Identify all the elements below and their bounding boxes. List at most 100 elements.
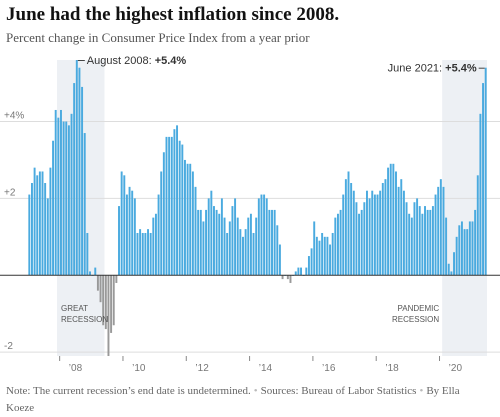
bar xyxy=(474,209,477,276)
separator-dot: • xyxy=(253,385,258,397)
bar xyxy=(78,67,81,276)
bar xyxy=(199,209,202,276)
bar xyxy=(81,86,84,276)
bar xyxy=(223,217,226,276)
bar xyxy=(323,236,326,276)
bar xyxy=(38,171,41,276)
bar xyxy=(315,236,318,276)
chart-footer: Note: The current recession’s end date i… xyxy=(6,383,476,417)
bar xyxy=(160,171,163,276)
chart-title: June had the highest inflation since 200… xyxy=(6,4,340,25)
bar xyxy=(255,217,258,276)
y-tick-label: +4% xyxy=(4,111,24,122)
bar xyxy=(107,275,110,356)
x-tick-label: ’10 xyxy=(132,363,146,374)
bar xyxy=(329,244,332,276)
bar xyxy=(186,163,189,276)
bar xyxy=(125,194,128,276)
bar xyxy=(170,136,173,276)
bar xyxy=(62,121,65,276)
bar xyxy=(387,167,390,276)
bar xyxy=(421,213,424,276)
bar xyxy=(67,125,70,276)
separator-dot: • xyxy=(419,385,424,397)
bar xyxy=(44,183,47,276)
bar xyxy=(434,194,437,276)
bar xyxy=(162,152,165,276)
bar xyxy=(379,190,382,276)
bar xyxy=(30,183,33,276)
bar xyxy=(183,159,186,276)
bar xyxy=(268,209,271,276)
annotation-label: August 2008: +5.4% xyxy=(87,56,187,67)
bar xyxy=(215,209,218,276)
bar xyxy=(310,248,313,276)
bar xyxy=(437,186,440,276)
bar xyxy=(249,213,252,276)
footer-sources: Sources: Bureau of Labor Statistics xyxy=(260,385,417,397)
bar xyxy=(321,232,324,276)
bar xyxy=(89,271,91,276)
x-tick-label: ’18 xyxy=(385,363,399,374)
bar xyxy=(413,202,416,276)
bar xyxy=(52,140,55,276)
footer-note: Note: The current recession’s end date i… xyxy=(6,385,251,397)
bar xyxy=(220,198,223,276)
bar xyxy=(83,133,86,276)
bar xyxy=(104,275,107,330)
bar xyxy=(416,198,419,276)
bar xyxy=(458,225,461,276)
chart-subtitle: Percent change in Consumer Price Index f… xyxy=(6,30,310,45)
recession-label: GREAT xyxy=(61,304,88,313)
bar xyxy=(360,209,363,276)
bar xyxy=(344,179,347,276)
bar xyxy=(133,198,136,276)
x-tick-label: ’14 xyxy=(259,363,273,374)
bar xyxy=(371,190,374,276)
bar xyxy=(102,275,105,326)
bar xyxy=(418,206,421,276)
bar xyxy=(257,198,260,276)
bar xyxy=(363,202,366,276)
x-tick-label: ’16 xyxy=(322,363,336,374)
bar xyxy=(381,183,384,276)
bar xyxy=(397,186,400,276)
bar xyxy=(389,163,392,276)
bar xyxy=(466,229,469,276)
bar xyxy=(41,171,44,276)
bar xyxy=(355,202,358,276)
bar xyxy=(178,140,181,276)
bar xyxy=(144,232,147,276)
annotation-value: +5.4% xyxy=(155,56,187,67)
bar xyxy=(181,144,184,276)
bar xyxy=(273,209,276,276)
bar xyxy=(352,190,355,276)
bar xyxy=(408,213,411,276)
x-tick-label: ’20 xyxy=(449,363,463,374)
bar xyxy=(242,236,244,276)
x-axis-ticks: ’08 ’10 ’12 ’14 ’16 ’18 ’20 xyxy=(59,356,463,374)
annotation-value: +5.4% xyxy=(445,63,477,75)
bar xyxy=(263,194,266,276)
bar xyxy=(326,236,329,276)
bar xyxy=(244,229,247,276)
bar xyxy=(110,275,113,333)
bar xyxy=(136,232,139,276)
bar xyxy=(173,129,176,276)
bar xyxy=(476,175,479,276)
bar xyxy=(439,179,442,276)
bar xyxy=(313,221,316,276)
bar xyxy=(49,167,52,276)
bar xyxy=(429,209,432,276)
inflation-bar-chart: +4% +2 -2 ’08 ’10 ’12 ’14 ’16 ’18 ’20 GREAT RECES… xyxy=(0,56,500,374)
bar xyxy=(300,267,302,276)
x-tick-label: ’08 xyxy=(69,363,83,374)
bar xyxy=(189,163,192,276)
bar xyxy=(236,217,239,276)
bar xyxy=(278,244,281,276)
bar xyxy=(336,213,339,276)
bar xyxy=(176,125,179,276)
bar xyxy=(405,202,408,276)
bar xyxy=(99,275,102,303)
bar xyxy=(307,256,310,276)
